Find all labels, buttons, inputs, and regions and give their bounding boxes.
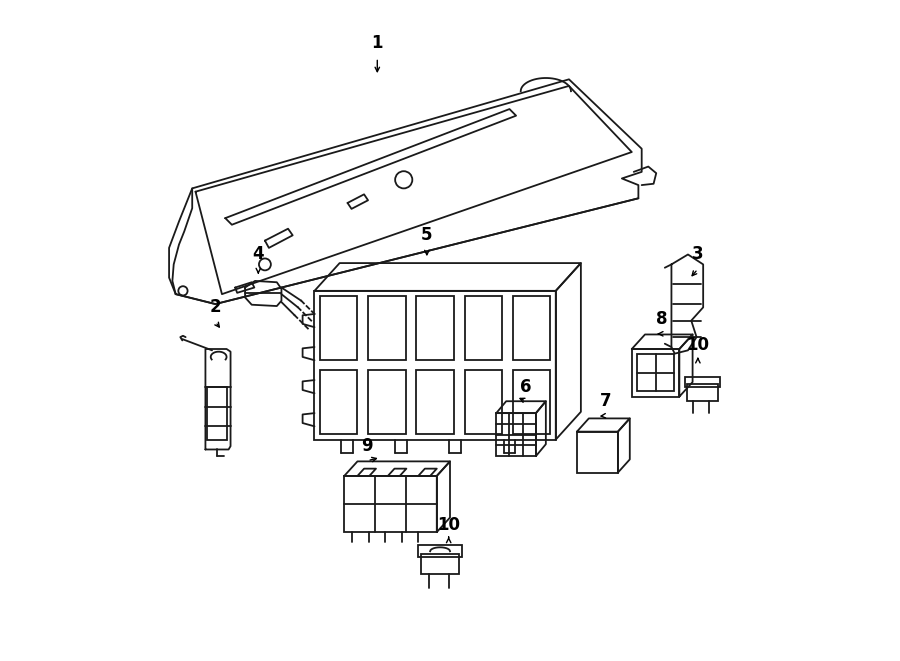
Text: 5: 5 bbox=[421, 225, 433, 244]
Text: 3: 3 bbox=[692, 245, 704, 264]
Bar bbox=[418, 545, 462, 557]
Text: 6: 6 bbox=[520, 377, 532, 396]
Bar bbox=[687, 384, 718, 401]
Text: 1: 1 bbox=[372, 34, 383, 52]
Bar bbox=[577, 432, 618, 473]
Bar bbox=[417, 370, 454, 434]
Bar bbox=[464, 370, 502, 434]
Bar bbox=[344, 476, 436, 532]
Text: 7: 7 bbox=[599, 392, 611, 410]
Text: 8: 8 bbox=[656, 310, 667, 329]
Bar bbox=[513, 296, 551, 360]
Text: 2: 2 bbox=[210, 298, 221, 317]
Bar bbox=[637, 354, 674, 391]
Text: 10: 10 bbox=[437, 516, 460, 535]
Text: 10: 10 bbox=[687, 336, 709, 354]
Bar bbox=[320, 370, 357, 434]
Bar bbox=[368, 370, 406, 434]
Bar bbox=[421, 554, 459, 574]
Bar bbox=[496, 413, 536, 456]
Bar bbox=[368, 296, 406, 360]
Bar bbox=[207, 387, 227, 440]
Bar bbox=[464, 296, 502, 360]
Bar bbox=[320, 296, 357, 360]
Text: 4: 4 bbox=[253, 245, 264, 264]
Bar bbox=[513, 370, 551, 434]
Text: 9: 9 bbox=[362, 437, 374, 455]
Bar bbox=[314, 291, 556, 440]
Bar bbox=[685, 377, 720, 387]
Bar bbox=[632, 349, 680, 397]
Bar bbox=[417, 296, 454, 360]
